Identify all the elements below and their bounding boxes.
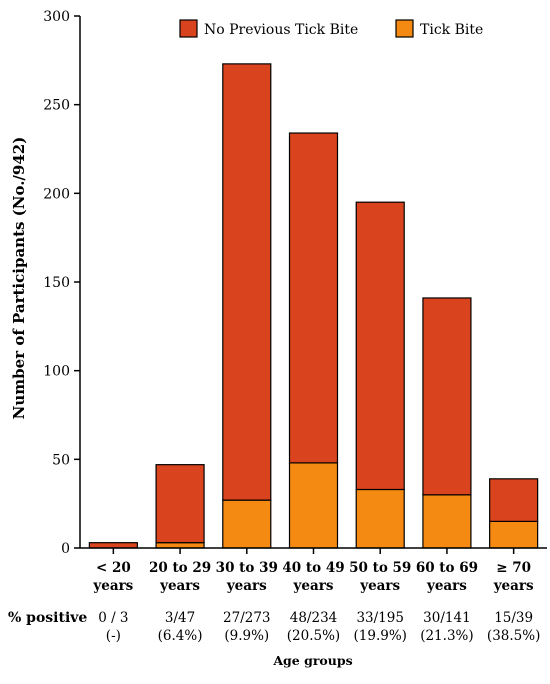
bar-segment-no-previous-tick-bite (222, 63, 272, 501)
bar-segment-no-previous-tick-bite (489, 478, 539, 522)
percent-positive-value: (20.5%) (287, 628, 340, 644)
percent-positive-value: (19.9%) (354, 628, 407, 644)
percent-positive-value: (9.9%) (224, 628, 269, 644)
x-axis-title: Age groups (272, 653, 352, 668)
bars-group (88, 63, 539, 549)
legend-swatch (395, 19, 414, 38)
bar-segment-no-previous-tick-bite (288, 132, 339, 464)
x-category-label: 30 to 39 (216, 560, 278, 576)
x-category-label: years (359, 578, 400, 594)
x-category-label: < 20 (96, 560, 131, 576)
y-axis-title: Number of Participants (No./942) (10, 137, 28, 420)
y-tick-label: 0 (61, 541, 70, 557)
x-category-label: years (493, 578, 534, 594)
percent-positive-value: 0 / 3 (98, 610, 128, 626)
bar-segment-tick-bite (288, 462, 339, 549)
bar-segment-no-previous-tick-bite (88, 542, 138, 549)
percent-positive-value: 30/141 (423, 610, 471, 626)
y-tick-label: 150 (43, 275, 70, 291)
bar-segment-tick-bite (489, 520, 539, 549)
percent-positive-value: 27/273 (223, 610, 271, 626)
x-category-label: years (293, 578, 334, 594)
x-category-label: years (426, 578, 467, 594)
percent-positive-row: % positive 0 / 3 (-) 3/47 (6.4%) 27/273 (9.9%… (8, 610, 540, 644)
x-category-label: 20 to 29 (149, 560, 211, 576)
x-category-label: years (92, 578, 133, 594)
x-category-label: 50 to 59 (349, 560, 411, 576)
percent-positive-value: (6.4%) (158, 628, 203, 644)
y-tick-label: 200 (43, 186, 70, 202)
percent-positive-value: 48/234 (290, 610, 338, 626)
y-tick-label: 50 (52, 452, 70, 468)
x-categories-group: < 20 years 20 to 29 years 30 to 39 years 40 to… (92, 548, 534, 594)
bar-segment-tick-bite (222, 499, 272, 549)
y-tick-label: 250 (43, 98, 70, 114)
legend: No Previous Tick Bite Tick Bite (179, 19, 483, 38)
bar-segment-no-previous-tick-bite (422, 297, 472, 496)
bar-segment-no-previous-tick-bite (155, 464, 205, 544)
percent-positive-value: 15/39 (494, 610, 533, 626)
x-category-label: years (226, 578, 267, 594)
percent-positive-value: 33/195 (356, 610, 404, 626)
legend-label: Tick Bite (420, 22, 483, 38)
bar-segment-tick-bite (155, 542, 205, 549)
percent-positive-value: 3/47 (165, 610, 195, 626)
legend-swatch (179, 19, 198, 38)
x-category-label: 40 to 49 (282, 560, 344, 576)
y-tick-label: 300 (43, 9, 70, 25)
y-ticks-group: 0 50 100 150 200 250 300 (43, 9, 80, 557)
percent-positive-value: (21.3%) (420, 628, 473, 644)
x-category-label: years (159, 578, 200, 594)
bar-segment-tick-bite (355, 488, 405, 549)
percent-positive-value: (38.5%) (487, 628, 540, 644)
y-tick-label: 100 (43, 364, 70, 380)
legend-label: No Previous Tick Bite (204, 22, 358, 38)
x-category-label: 60 to 69 (416, 560, 478, 576)
bar-segment-no-previous-tick-bite (355, 201, 405, 491)
percent-positive-value: (-) (106, 628, 121, 644)
bar-segment-tick-bite (422, 494, 472, 549)
x-category-label: ≥ 70 (496, 560, 531, 576)
percent-positive-label: % positive (8, 610, 87, 626)
